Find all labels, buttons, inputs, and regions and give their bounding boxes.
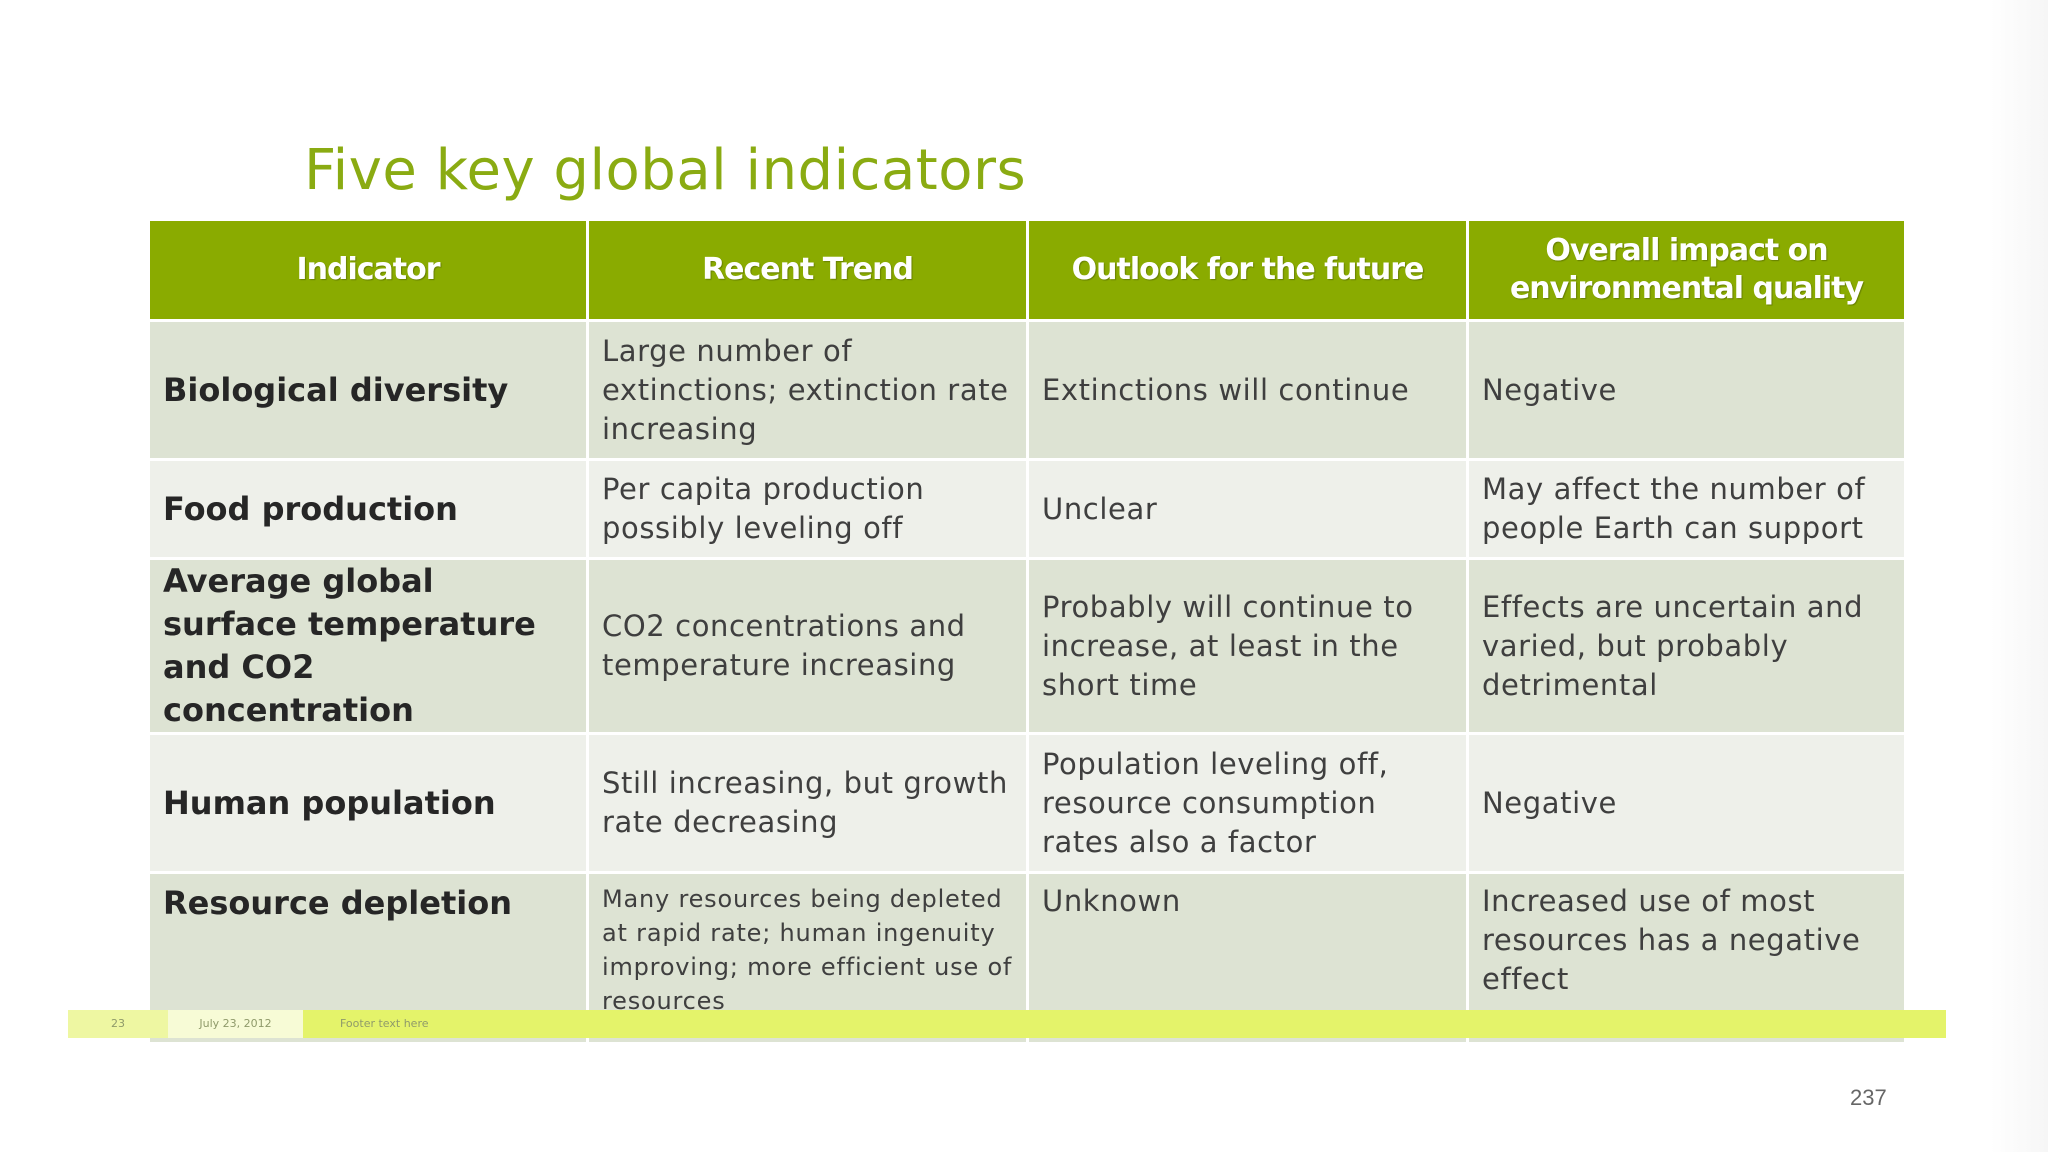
impact-cell: Negative [1466, 319, 1907, 461]
slide-title: Five key global indicators [304, 138, 1027, 203]
impact-cell: Effects are uncertain and varied, but pr… [1466, 557, 1907, 735]
header-indicator: Indicator [147, 218, 589, 322]
header-recent-trend: Recent Trend [586, 218, 1029, 322]
header-outlook: Outlook for the future [1026, 218, 1469, 322]
page-number: 237 [1850, 1085, 1887, 1110]
table-row: Biological diversity Large number of ext… [147, 319, 1907, 461]
table-row: Average global surface temperature and C… [147, 557, 1907, 735]
impact-cell: Negative [1466, 732, 1907, 874]
footer-text: Footer text here [340, 1017, 429, 1030]
table-row: Human population Still increasing, but g… [147, 732, 1907, 874]
table-header-row: Indicator Recent Trend Outlook for the f… [147, 218, 1907, 322]
header-overall-impact: Overall impact on environmental quality [1466, 218, 1907, 322]
trend-cell: CO2 concentrations and temperature incre… [586, 557, 1029, 735]
indicator-cell: Average global surface temperature and C… [147, 557, 589, 735]
outlook-cell: Probably will continue to increase, at l… [1026, 557, 1469, 735]
impact-cell: May affect the number of people Earth ca… [1466, 458, 1907, 560]
page-edge-shadow [1990, 0, 2048, 1152]
indicators-table: Indicator Recent Trend Outlook for the f… [147, 218, 1907, 1045]
footer-date: July 23, 2012 [168, 1010, 303, 1038]
table-row: Food production Per capita production po… [147, 458, 1907, 560]
outlook-cell: Population leveling off, resource consum… [1026, 732, 1469, 874]
footer-slide-number: 23 [68, 1010, 168, 1038]
indicator-cell: Biological diversity [147, 319, 589, 461]
indicator-cell: Food production [147, 458, 589, 560]
outlook-cell: Unclear [1026, 458, 1469, 560]
indicator-cell: Human population [147, 732, 589, 874]
footer-bar [68, 1010, 1946, 1038]
trend-cell: Large number of extinctions; extinction … [586, 319, 1029, 461]
trend-cell: Per capita production possibly leveling … [586, 458, 1029, 560]
outlook-cell: Extinctions will continue [1026, 319, 1469, 461]
trend-cell: Still increasing, but growth rate decrea… [586, 732, 1029, 874]
